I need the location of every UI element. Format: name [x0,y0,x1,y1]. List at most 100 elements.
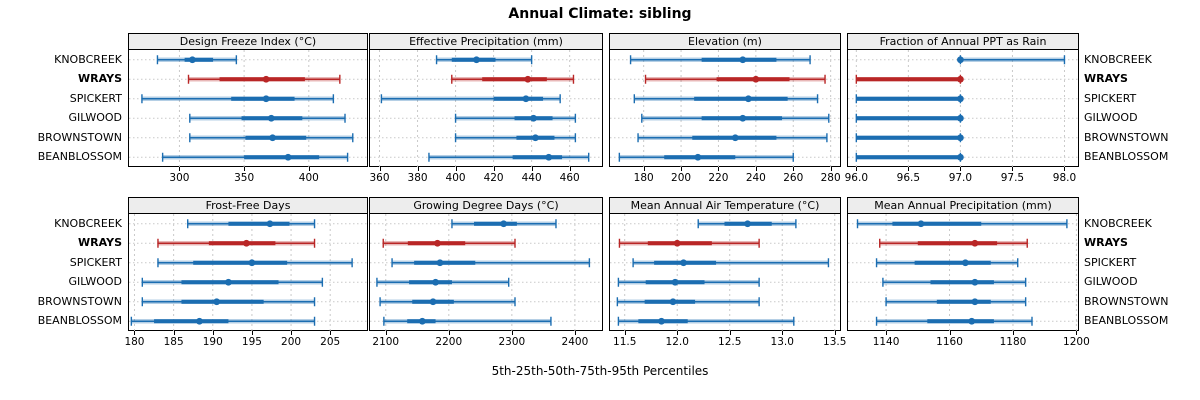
percentile-row-wrays [382,238,516,248]
median-dot [284,153,292,161]
median-dot [961,259,969,267]
strip-label: Elevation (m) [609,33,841,50]
tick-mark [417,167,419,171]
tick-label: 420 [483,172,504,184]
x-axis: 180 200 220 240 260 280 [609,167,841,191]
station-label-wrays: WRAYS [1084,72,1128,86]
tick-label: 400 [298,172,319,184]
station-label-beanblossom: BEANBLOSSOM [37,314,122,328]
tick-mark [677,331,679,335]
plot-area [369,214,603,331]
tick-label: 98.0 [1052,172,1077,184]
median-dot [248,259,256,267]
percentile-row-brownstown [189,133,354,143]
plot-area [369,50,603,167]
median-dot [956,95,964,103]
median-dot [418,317,426,325]
percentile-row-spickert [391,258,591,268]
station-label-knobcreek: KNOBCREEK [1084,216,1152,230]
percentile-row-knobcreek [451,219,557,229]
percentile-row-wrays [451,74,575,84]
median-dot [473,56,480,64]
percentile-row-gilwood [855,113,964,123]
tick-mark [949,331,951,335]
median-dot [522,95,530,103]
tick-mark [330,331,332,335]
station-label-knobcreek: KNOBCREEK [54,216,122,230]
tick-label: 12.5 [718,336,742,348]
percentile-row-beanblossom [130,316,316,326]
percentile-row-brownstown [454,133,577,143]
tick-mark [681,167,683,171]
tick-label: 185 [163,336,184,348]
station-label-brownstown: BROWNSTOWN [37,130,122,144]
figure-caption: 5th-25th-50th-75th-95th Percentiles [491,364,709,378]
tick-label: 205 [320,336,341,348]
tick-mark [455,167,457,171]
percentile-row-gilwood [141,277,324,287]
percentile-row-beanblossom [161,152,349,162]
plot-svg [848,50,1078,167]
median-dot [739,56,747,64]
tick-mark [173,331,175,335]
tick-label: 13.0 [770,336,794,348]
tick-label: 2400 [561,336,589,348]
median-dot [968,317,976,325]
median-dot [243,239,250,247]
tick-mark [830,167,832,171]
tick-label: 200 [281,336,302,348]
tick-label: 440 [521,172,542,184]
station-label-wrays: WRAYS [78,236,122,250]
plot-area [609,214,841,331]
tick-mark [834,331,836,335]
tick-mark [908,167,910,171]
x-axis: 300 350 400 [128,167,368,191]
tick-mark [531,167,533,171]
median-dot [956,56,964,64]
median-dot [658,317,665,325]
station-label-beanblossom: BEANBLOSSOM [1084,150,1169,164]
median-dot [429,298,437,306]
strip-label: Growing Degree Days (°C) [369,197,603,214]
station-label-gilwood: GILWOOD [68,111,122,125]
median-dot [524,75,532,83]
station-label-wrays: WRAYS [78,72,122,86]
percentile-row-gilwood [617,277,760,287]
percentile-row-wrays [157,238,316,248]
percentile-row-beanblossom [617,316,795,326]
median-dot [956,153,964,161]
percentile-row-spickert [875,258,1019,268]
station-label-spickert: SPICKERT [1084,255,1137,269]
median-dot [669,298,677,306]
station-label-spickert: SPICKERT [69,255,122,269]
median-dot [267,114,275,122]
tick-label: 11.5 [613,336,637,348]
median-dot [744,95,752,103]
median-dot [671,278,679,286]
tick-mark [624,331,626,335]
median-dot [269,134,276,142]
tick-mark [511,331,513,335]
tick-label: 190 [202,336,223,348]
station-label-gilwood: GILWOOD [68,275,122,289]
strip-label: Design Freeze Index (°C) [128,33,368,50]
tick-mark [960,167,962,171]
tick-mark [179,167,181,171]
station-label-spickert: SPICKERT [1084,91,1137,105]
station-label-brownstown: BROWNSTOWN [37,294,122,308]
plot-svg [848,214,1078,331]
percentile-row-wrays [879,238,1028,248]
figure-title: Annual Climate: sibling [508,6,692,22]
median-dot [432,278,439,286]
percentile-row-wrays [855,74,964,84]
tick-label: 350 [234,172,255,184]
percentile-row-knobcreek [156,55,238,65]
x-axis: 1140 1160 1180 1200 [847,331,1090,355]
tick-mark [755,167,757,171]
percentile-row-wrays [618,238,760,248]
tick-mark [244,167,246,171]
percentile-row-spickert [380,94,561,104]
station-label-gilwood: GILWOOD [1084,275,1138,289]
median-dot [971,239,979,247]
percentile-row-spickert [633,94,819,104]
